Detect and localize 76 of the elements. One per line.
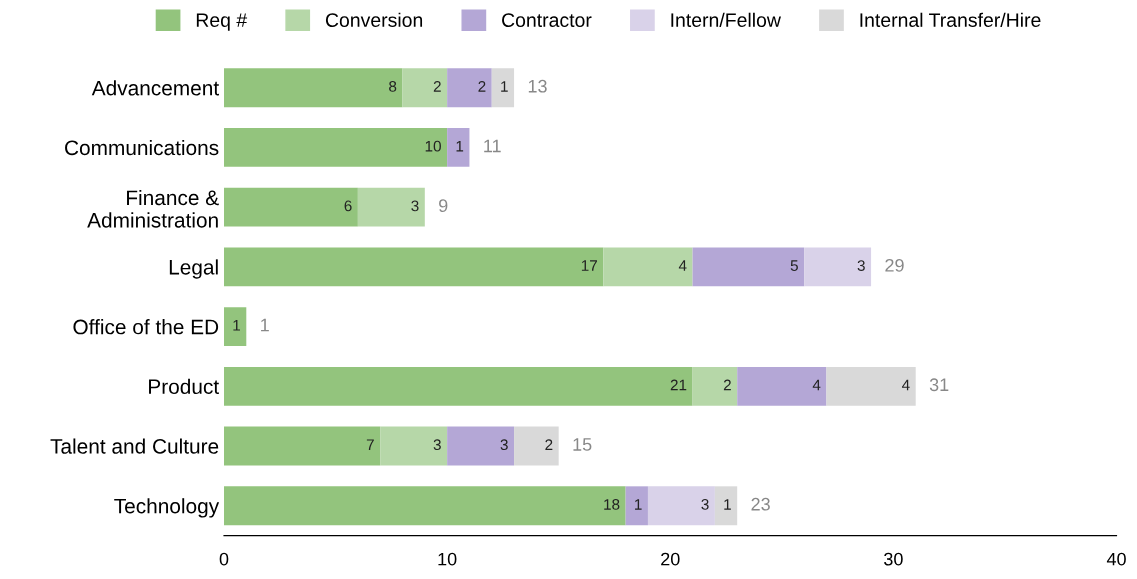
total-label: 9 xyxy=(439,199,448,213)
data-label: 1 xyxy=(233,320,240,331)
total-label: 1 xyxy=(261,318,269,332)
bar xyxy=(737,366,827,406)
bar xyxy=(447,426,515,466)
y-tick-label: Communications xyxy=(65,139,219,156)
data-label: 2 xyxy=(433,81,441,92)
total-label: 11 xyxy=(484,139,501,153)
x-tick-label: 10 xyxy=(438,552,457,566)
data-label: 2 xyxy=(545,439,553,450)
data-label: 3 xyxy=(411,200,419,212)
data-label: 1 xyxy=(501,81,508,92)
x-tick-label: 30 xyxy=(884,552,903,566)
total-label: 31 xyxy=(929,378,949,392)
legend-label: Contractor xyxy=(502,13,592,27)
bar xyxy=(647,486,715,526)
data-label: 2 xyxy=(478,81,486,92)
data-label: 4 xyxy=(812,379,821,391)
y-tick-label: Technology xyxy=(114,498,220,518)
bar xyxy=(714,486,738,526)
bar xyxy=(223,307,247,346)
legend-label: Internal Transfer/Hire xyxy=(860,12,1041,27)
bar xyxy=(223,426,381,466)
bar xyxy=(223,486,626,526)
x-tick-label: 0 xyxy=(219,552,229,566)
bar xyxy=(402,68,448,108)
data-label: 18 xyxy=(604,499,620,510)
total-label: 13 xyxy=(528,79,547,93)
y-tick-label: Talent and Culture xyxy=(50,438,219,454)
x-tick-label: 40 xyxy=(1106,552,1126,566)
bar xyxy=(625,486,648,526)
bar xyxy=(491,68,515,108)
bar xyxy=(804,247,872,287)
data-label: 10 xyxy=(425,140,441,152)
bar xyxy=(357,187,425,227)
bar xyxy=(826,366,916,406)
y-tick-label: Finance & Administration xyxy=(87,189,219,228)
data-label: 17 xyxy=(581,260,597,271)
data-label: 3 xyxy=(433,439,441,451)
y-tick-label: Legal xyxy=(169,259,218,279)
bar xyxy=(692,366,738,406)
y-tick-label: Advancement xyxy=(91,80,219,96)
bar xyxy=(380,426,448,466)
data-label: 1 xyxy=(724,499,731,510)
total-label: 15 xyxy=(573,438,592,451)
data-label: 1 xyxy=(456,140,464,152)
data-label: 6 xyxy=(344,200,352,212)
data-label: 7 xyxy=(366,439,374,450)
data-label: 5 xyxy=(790,260,798,271)
y-tick-label: Office of the ED xyxy=(73,319,219,335)
data-label: 8 xyxy=(389,81,397,92)
total-label: 29 xyxy=(885,258,904,272)
bar xyxy=(223,128,448,167)
data-label: 1 xyxy=(635,499,642,510)
bar xyxy=(514,426,559,466)
data-label: 3 xyxy=(857,260,865,271)
total-label: 23 xyxy=(751,497,770,511)
data-label: 4 xyxy=(901,379,910,391)
data-label: 4 xyxy=(678,260,687,271)
bar xyxy=(223,366,693,406)
bar xyxy=(223,68,403,108)
legend-label: Conversion xyxy=(325,12,423,27)
legend-label: Req # xyxy=(196,13,248,31)
legend-label: Intern/Fellow xyxy=(671,12,781,27)
y-tick-label: Product xyxy=(149,378,219,395)
data-label: 2 xyxy=(723,379,731,391)
data-label: 3 xyxy=(701,499,709,510)
data-label: 3 xyxy=(500,439,508,451)
bar xyxy=(447,128,470,167)
bar xyxy=(223,247,604,287)
bar xyxy=(447,68,492,108)
bar xyxy=(603,247,693,287)
x-tick-label: 20 xyxy=(661,552,680,566)
bar xyxy=(223,187,358,227)
data-label: 21 xyxy=(670,379,687,391)
bar xyxy=(692,247,805,287)
